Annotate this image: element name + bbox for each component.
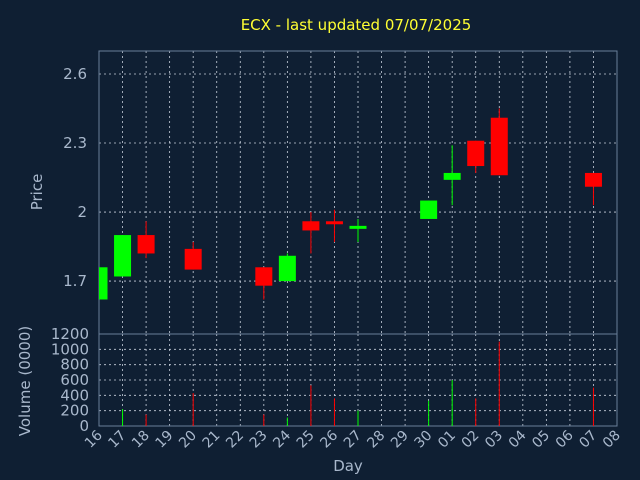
candle-body bbox=[349, 225, 367, 229]
x-tick-label: 26 bbox=[317, 427, 341, 451]
candles-group bbox=[99, 108, 602, 300]
price-axis-label: Price bbox=[28, 174, 46, 211]
volume-tick-label: 400 bbox=[60, 386, 89, 404]
x-tick-label: 17 bbox=[105, 428, 129, 452]
x-axis: 16 17 18 19 20 21 22 23 24 25 26 27 28 29 30 01 02 03 04 05… bbox=[82, 427, 624, 451]
x-tick-label: 18 bbox=[129, 428, 153, 452]
volume-tick-label: 600 bbox=[60, 371, 89, 389]
x-tick-label: 02 bbox=[459, 428, 483, 452]
x-tick-label: 04 bbox=[506, 427, 530, 451]
volume-tick-label: 800 bbox=[60, 356, 89, 374]
candle-body bbox=[184, 248, 202, 270]
price-tick-label: 2 bbox=[77, 203, 87, 221]
candle-body bbox=[467, 140, 485, 167]
candle-body bbox=[278, 255, 296, 282]
x-tick-label: 08 bbox=[600, 428, 624, 452]
x-tick-label: 21 bbox=[200, 428, 224, 452]
x-tick-label: 29 bbox=[388, 428, 412, 452]
x-tick-label: 30 bbox=[412, 428, 436, 452]
price-tick-label: 2.3 bbox=[63, 134, 87, 152]
x-tick-label: 20 bbox=[176, 428, 200, 452]
volume-tick-label: 1200 bbox=[51, 325, 89, 343]
candle-body bbox=[490, 117, 508, 176]
candle-body bbox=[302, 221, 320, 231]
x-tick-label: 25 bbox=[294, 428, 318, 452]
x-tick-label: 06 bbox=[553, 427, 577, 451]
candle-body bbox=[420, 200, 438, 219]
x-axis-label: Day bbox=[333, 457, 363, 475]
candle-body bbox=[114, 235, 132, 277]
x-tick-label: 23 bbox=[247, 428, 271, 452]
candle-body bbox=[137, 235, 155, 254]
price-panel: 1.7 2 2.3 2.6 bbox=[63, 50, 618, 335]
candle-body bbox=[443, 172, 461, 180]
candle-body bbox=[99, 267, 108, 300]
x-tick-label: 05 bbox=[529, 428, 553, 452]
x-tick-label: 07 bbox=[576, 428, 600, 452]
candle-body bbox=[255, 267, 273, 286]
volume-tick-label: 0 bbox=[79, 417, 89, 435]
x-tick-label: 01 bbox=[435, 428, 459, 452]
candle-body bbox=[584, 172, 602, 187]
volume-tick-label: 1000 bbox=[51, 340, 89, 358]
x-tick-label: 24 bbox=[270, 427, 294, 451]
price-tick-label: 2.6 bbox=[63, 65, 87, 83]
x-tick-label: 22 bbox=[223, 428, 247, 452]
x-tick-label: 19 bbox=[153, 428, 177, 452]
volume-axis-label: Volume (0000) bbox=[16, 326, 34, 436]
candle-body bbox=[325, 221, 343, 225]
price-tick-label: 1.7 bbox=[63, 272, 87, 290]
volume-tick-label: 200 bbox=[60, 402, 89, 420]
x-tick-label: 28 bbox=[364, 428, 388, 452]
x-tick-label: 03 bbox=[482, 428, 506, 452]
chart-title: ECX - last updated 07/07/2025 bbox=[241, 16, 472, 34]
x-tick-label: 27 bbox=[341, 428, 365, 452]
